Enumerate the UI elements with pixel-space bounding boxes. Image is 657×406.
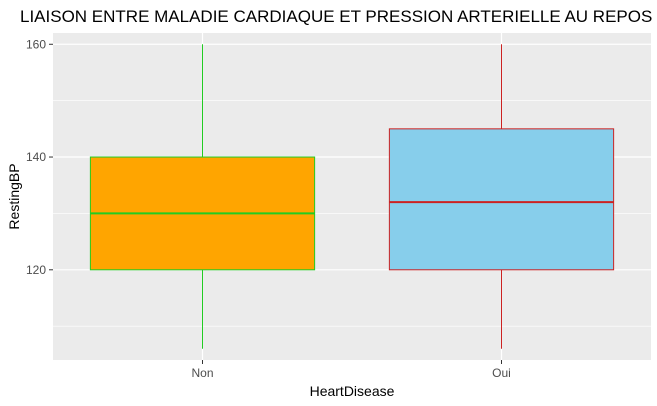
- x-tick-label: Non: [191, 366, 213, 380]
- x-tick-label: Oui: [492, 366, 511, 380]
- x-axis-title: HeartDisease: [310, 383, 395, 399]
- box-iqr: [388, 128, 615, 271]
- axis-layer: 120 140 160 Non Oui: [26, 37, 511, 380]
- box-non: [89, 44, 316, 349]
- box-oui: [388, 44, 615, 349]
- y-tick-label: 160: [26, 37, 46, 51]
- chart-title: LIAISON ENTRE MALADIE CARDIAQUE ET PRESS…: [20, 7, 652, 26]
- box-layer: [89, 44, 615, 349]
- y-axis-title: RestingBP: [6, 163, 22, 229]
- y-tick-label: 140: [26, 150, 46, 164]
- y-tick-label: 120: [26, 263, 46, 277]
